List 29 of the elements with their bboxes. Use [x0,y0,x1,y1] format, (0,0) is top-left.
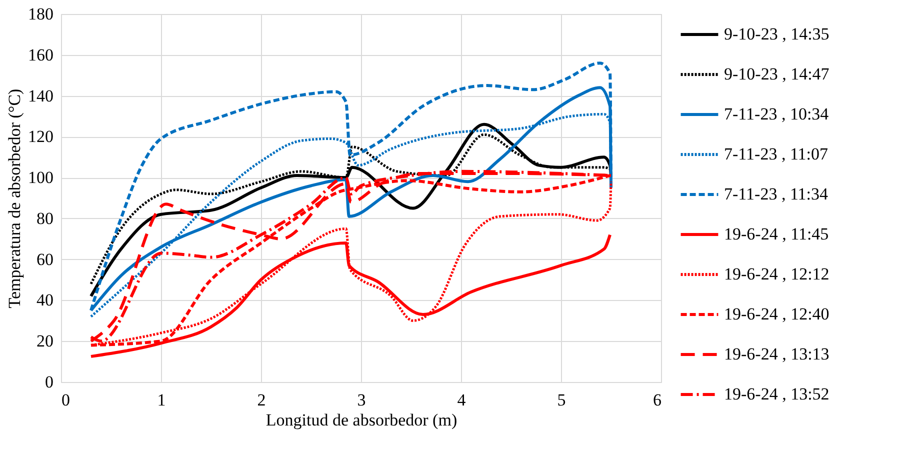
legend-label: 9-10-23 , 14:47 [724,64,830,84]
x-tick-label: 3 [357,390,366,410]
y-tick-label: 160 [28,45,54,64]
y-tick-label: 40 [36,290,54,310]
y-tick-label: 100 [28,168,54,188]
legend-label: 19-6-24 , 12:12 [724,264,830,284]
y-tick-label: 140 [28,86,54,106]
x-tick-label: 5 [557,390,566,410]
y-tick-label: 20 [36,332,54,351]
x-tick-label: 0 [62,390,70,410]
legend-label: 7-11-23 , 11:07 [724,144,829,164]
legend-label: 19-6-24 , 13:13 [724,344,830,364]
y-tick-label: 180 [28,4,54,24]
y-tick-label: 80 [36,208,54,228]
x-tick-label: 4 [457,390,466,410]
y-tick-label: 60 [36,250,54,269]
legend-label: 7-11-23 , 10:34 [724,104,830,124]
x-axis-title: Longitud de absorbedor (m) [266,410,458,430]
legend-label: 19-6-24 , 13:52 [724,384,830,404]
legend-label: 7-11-23 , 11:34 [724,184,829,204]
y-axis-title: Temperatura de absorbedor (°C) [5,88,24,308]
y-tick-label: 0 [45,372,54,392]
legend-label: 9-10-23 , 14:35 [724,24,830,44]
x-tick-label: 6 [653,390,662,410]
y-tick-label: 120 [28,127,54,146]
legend-label: 19-6-24 , 12:40 [724,304,830,324]
x-tick-label: 1 [157,390,166,410]
x-tick-label: 2 [257,390,266,410]
legend-label: 19-6-24 , 11:45 [724,224,829,244]
